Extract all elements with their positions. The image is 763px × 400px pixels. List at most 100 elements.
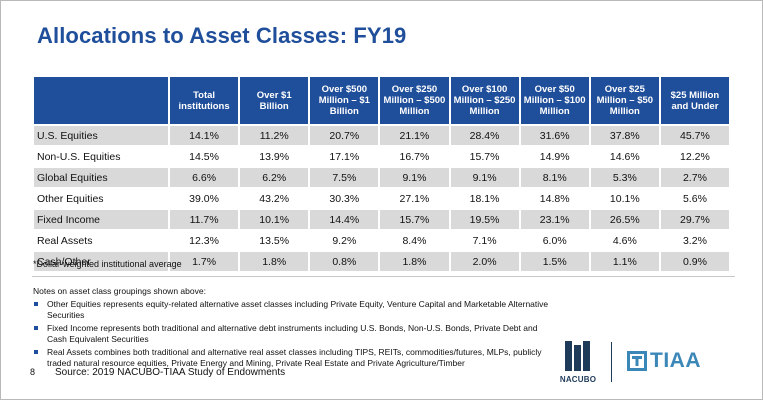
note-text: Fixed Income represents both traditional… [47, 323, 538, 344]
tiaa-logo: TIAA [627, 349, 707, 373]
source-citation: Source: 2019 NACUBO-TIAA Study of Endowm… [55, 367, 286, 378]
table-cell: 3.2% [660, 231, 729, 252]
table-cell: 13.9% [240, 147, 309, 168]
table-cell: 0.8% [310, 252, 379, 273]
nacubo-columns-icon [565, 341, 590, 371]
table-cell: 6.6% [170, 168, 239, 189]
note-item: Other Equities represents equity-related… [33, 299, 553, 321]
table-cell: 6.0% [520, 231, 589, 252]
table-cell: 5.3% [590, 168, 659, 189]
table-cell: 9.1% [380, 168, 449, 189]
nacubo-wordmark: NACUBO [559, 375, 597, 384]
table-cell: 2.7% [660, 168, 729, 189]
table-cell: 10.1% [240, 210, 309, 231]
table-cell: 31.6% [520, 126, 589, 147]
table-cell: 11.2% [240, 126, 309, 147]
table-row: Fixed Income 11.7% 10.1% 14.4% 15.7% 19.… [34, 210, 729, 231]
column-header: Total institutions [170, 77, 239, 126]
column-header: Over $50 Million – $100 Million [520, 77, 589, 126]
table-cell: 26.5% [590, 210, 659, 231]
column-header: $25 Million and Under [660, 77, 729, 126]
table-cell: 10.1% [590, 189, 659, 210]
table-cell: 1.5% [520, 252, 589, 273]
table-cell: 14.8% [520, 189, 589, 210]
table-row: Other Equities 39.0% 43.2% 30.3% 27.1% 1… [34, 189, 729, 210]
row-label: Other Equities [34, 189, 168, 210]
row-label: Non-U.S. Equities [34, 147, 168, 168]
table-cell: 12.3% [170, 231, 239, 252]
table-header-row: Total institutions Over $1 Billion Over … [34, 77, 729, 126]
table-cell: 8.4% [380, 231, 449, 252]
table-cell: 1.8% [240, 252, 309, 273]
table-cell: 14.6% [590, 147, 659, 168]
table-cell: 28.4% [450, 126, 519, 147]
table-cell: 17.1% [310, 147, 379, 168]
note-text: Other Equities represents equity-related… [47, 299, 549, 320]
table-cell: 14.5% [170, 147, 239, 168]
table-cell: 9.2% [310, 231, 379, 252]
note-item: Real Assets combines both traditional an… [33, 347, 553, 369]
table-row: Cash/Other 1.7% 1.8% 0.8% 1.8% 2.0% 1.5%… [34, 252, 729, 273]
table-cell: 16.7% [380, 147, 449, 168]
table-cell: 23.1% [520, 210, 589, 231]
table-cell: 8.1% [520, 168, 589, 189]
table-cell: 19.5% [450, 210, 519, 231]
allocation-table: Total institutions Over $1 Billion Over … [32, 77, 731, 273]
table-footnote: *Dollar-weighted institutional average [33, 259, 182, 269]
column-header: Over $100 Million – $250 Million [450, 77, 519, 126]
column-header: Over $500 Million – $1 Billion [310, 77, 379, 126]
table-cell: 9.1% [450, 168, 519, 189]
table-row: U.S. Equities 14.1% 11.2% 20.7% 21.1% 28… [34, 126, 729, 147]
table-cell: 29.7% [660, 210, 729, 231]
table-cell: 5.6% [660, 189, 729, 210]
page-number: 8 [30, 367, 36, 377]
note-item: Fixed Income represents both traditional… [33, 323, 553, 345]
table-cell: 39.0% [170, 189, 239, 210]
square-bullet-icon [34, 326, 38, 330]
table-cell: 7.1% [450, 231, 519, 252]
notes-title: Notes on asset class groupings shown abo… [33, 286, 206, 296]
table-cell: 12.2% [660, 147, 729, 168]
row-label: Cash/Other [34, 252, 168, 273]
nacubo-logo: NACUBO [559, 339, 597, 385]
column-header: Over $25 Million – $50 Million [590, 77, 659, 126]
table-cell: 15.7% [380, 210, 449, 231]
table-cell: 0.9% [660, 252, 729, 273]
tiaa-mark-icon [627, 351, 647, 371]
table-row: Global Equities 6.6% 6.2% 7.5% 9.1% 9.1%… [34, 168, 729, 189]
table-cell: 30.3% [310, 189, 379, 210]
table-cell: 27.1% [380, 189, 449, 210]
table-row: Non-U.S. Equities 14.5% 13.9% 17.1% 16.7… [34, 147, 729, 168]
table-row: Real Assets 12.3% 13.5% 9.2% 8.4% 7.1% 6… [34, 231, 729, 252]
table-cell: 45.7% [660, 126, 729, 147]
notes-list: Other Equities represents equity-related… [33, 299, 553, 371]
table-cell: 1.8% [380, 252, 449, 273]
column-header: Over $250 Million – $500 Million [380, 77, 449, 126]
row-label: Real Assets [34, 231, 168, 252]
logo-divider [611, 342, 612, 382]
section-divider [32, 276, 735, 277]
table-cell: 2.0% [450, 252, 519, 273]
table-cell: 7.5% [310, 168, 379, 189]
table-cell: 21.1% [380, 126, 449, 147]
table-cell: 14.1% [170, 126, 239, 147]
table-cell: 37.8% [590, 126, 659, 147]
table-cell: 20.7% [310, 126, 379, 147]
square-bullet-icon [34, 350, 38, 354]
table-cell: 14.4% [310, 210, 379, 231]
table-cell: 14.9% [520, 147, 589, 168]
column-header: Over $1 Billion [240, 77, 309, 126]
table-cell: 13.5% [240, 231, 309, 252]
page-title: Allocations to Asset Classes: FY19 [37, 23, 407, 48]
table-cell: 43.2% [240, 189, 309, 210]
table-cell: 18.1% [450, 189, 519, 210]
note-text: Real Assets combines both traditional an… [47, 347, 542, 368]
row-label: Fixed Income [34, 210, 168, 231]
square-bullet-icon [34, 302, 38, 306]
table-cell: 1.7% [170, 252, 239, 273]
row-label: Global Equities [34, 168, 168, 189]
table-cell: 11.7% [170, 210, 239, 231]
table-corner-header [34, 77, 168, 126]
tiaa-wordmark: TIAA [650, 349, 701, 372]
